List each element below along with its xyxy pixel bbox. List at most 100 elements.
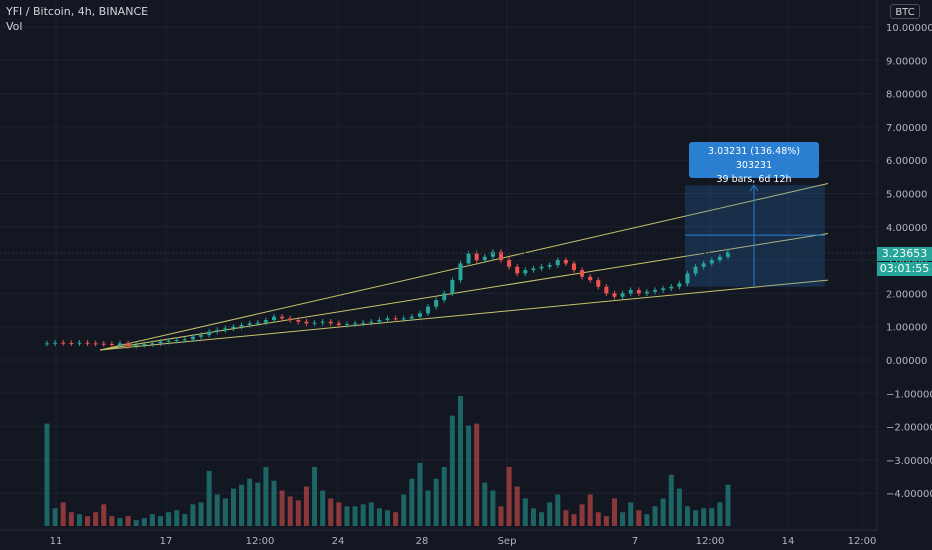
candle-body bbox=[417, 313, 422, 317]
volume-bar bbox=[539, 512, 545, 526]
volume-bar bbox=[522, 498, 528, 526]
currency-button[interactable]: BTC bbox=[890, 4, 920, 19]
candle-body bbox=[523, 270, 528, 274]
candle-body bbox=[150, 343, 155, 345]
volume-bar bbox=[555, 494, 561, 526]
candle-body bbox=[166, 340, 171, 342]
trendline bbox=[99, 183, 829, 351]
countdown-tag: 03:01:55 bbox=[877, 262, 932, 276]
candle-body bbox=[442, 293, 447, 301]
price-tick: 0.00000 bbox=[886, 356, 927, 367]
volume-bar bbox=[230, 488, 236, 526]
volume-bar bbox=[709, 508, 715, 526]
volume-bar bbox=[376, 508, 382, 526]
candle-body bbox=[255, 322, 260, 324]
candle-body bbox=[45, 343, 49, 345]
candle-body bbox=[53, 342, 58, 344]
volume-bar bbox=[271, 480, 277, 526]
candle-body bbox=[190, 336, 195, 340]
candle-body bbox=[231, 326, 236, 329]
candle-body bbox=[77, 342, 82, 344]
candle-body bbox=[296, 320, 301, 322]
price-tick: −2.00000 bbox=[886, 423, 932, 434]
volume-bar bbox=[474, 423, 480, 526]
volume-bar bbox=[571, 514, 577, 526]
candle-body bbox=[612, 293, 617, 297]
candle-body bbox=[701, 263, 706, 267]
volume-bar bbox=[255, 482, 261, 526]
volume-bar bbox=[425, 490, 431, 526]
candle-body bbox=[207, 331, 212, 336]
volume-bar bbox=[490, 490, 496, 526]
candle-body bbox=[344, 324, 349, 326]
candle-body bbox=[717, 256, 722, 261]
volume-bar bbox=[433, 478, 439, 526]
candle-body bbox=[393, 318, 398, 320]
volume-bar bbox=[239, 484, 245, 526]
volume-bar bbox=[547, 502, 553, 526]
candle-body bbox=[353, 323, 358, 325]
candle-body bbox=[507, 260, 512, 267]
candle-body bbox=[474, 253, 479, 261]
volume-bar bbox=[628, 502, 634, 526]
candle-body bbox=[93, 343, 98, 345]
candle-body bbox=[336, 323, 341, 326]
candle-body bbox=[239, 325, 244, 327]
volume-bar bbox=[498, 506, 504, 526]
candle-body bbox=[158, 341, 163, 344]
volume-bar bbox=[344, 506, 350, 526]
volume-bar bbox=[693, 510, 699, 526]
price-tick: 6.00000 bbox=[886, 156, 927, 167]
price-tick: 8.00000 bbox=[886, 90, 927, 101]
candles bbox=[45, 249, 730, 349]
candle-body bbox=[539, 266, 544, 269]
volume-bar bbox=[385, 510, 390, 526]
candle-body bbox=[377, 320, 382, 322]
candle-body bbox=[247, 323, 252, 326]
candle-body bbox=[620, 293, 625, 297]
price-scale: 10.00000 9.00000 8.00000 7.00000 6.00000 5.00… bbox=[876, 0, 932, 530]
candle-body bbox=[515, 266, 520, 274]
volume-bar bbox=[717, 502, 723, 526]
trendline bbox=[99, 232, 829, 351]
price-tick: 10.00000 bbox=[886, 23, 932, 34]
trendlines bbox=[99, 183, 829, 351]
volume-bar bbox=[52, 508, 58, 526]
candle-body bbox=[361, 322, 366, 324]
price-tick: 4.00000 bbox=[886, 223, 927, 234]
volume-label: Vol bbox=[6, 20, 23, 33]
volume-bar bbox=[174, 510, 180, 526]
volume-bar bbox=[401, 494, 407, 526]
volume-bar bbox=[247, 478, 253, 526]
time-tick: Sep bbox=[498, 536, 517, 547]
time-tick: 17 bbox=[160, 536, 173, 547]
candle-body bbox=[272, 316, 276, 321]
volume-bar bbox=[101, 504, 107, 526]
candle-body bbox=[182, 339, 187, 341]
candle-body bbox=[709, 260, 714, 264]
symbol-title: YFI / Bitcoin, 4h, BINANCE bbox=[6, 5, 149, 18]
candle-body bbox=[61, 342, 66, 344]
time-tick: 28 bbox=[416, 536, 429, 547]
volume-bar bbox=[158, 516, 163, 526]
candle-body bbox=[109, 344, 114, 346]
candle-body bbox=[426, 306, 431, 314]
volume-bar bbox=[530, 508, 536, 526]
volume-bar bbox=[68, 512, 74, 526]
volume-bar bbox=[506, 466, 512, 526]
candle-body bbox=[401, 318, 406, 320]
time-tick: 12:00 bbox=[696, 536, 725, 547]
time-tick: 12:00 bbox=[246, 536, 275, 547]
volume-bar bbox=[303, 486, 309, 526]
volume-bar bbox=[76, 514, 82, 526]
volume-bar bbox=[166, 512, 172, 526]
candle-body bbox=[466, 253, 471, 264]
volume-bar bbox=[417, 462, 423, 526]
candle-body bbox=[215, 330, 220, 332]
volume-bar bbox=[141, 518, 147, 526]
current-price-tag: 3.23653 bbox=[877, 247, 932, 261]
candle-body bbox=[482, 256, 487, 261]
price-tick: 9.00000 bbox=[886, 56, 927, 67]
volume-bars bbox=[44, 396, 731, 526]
